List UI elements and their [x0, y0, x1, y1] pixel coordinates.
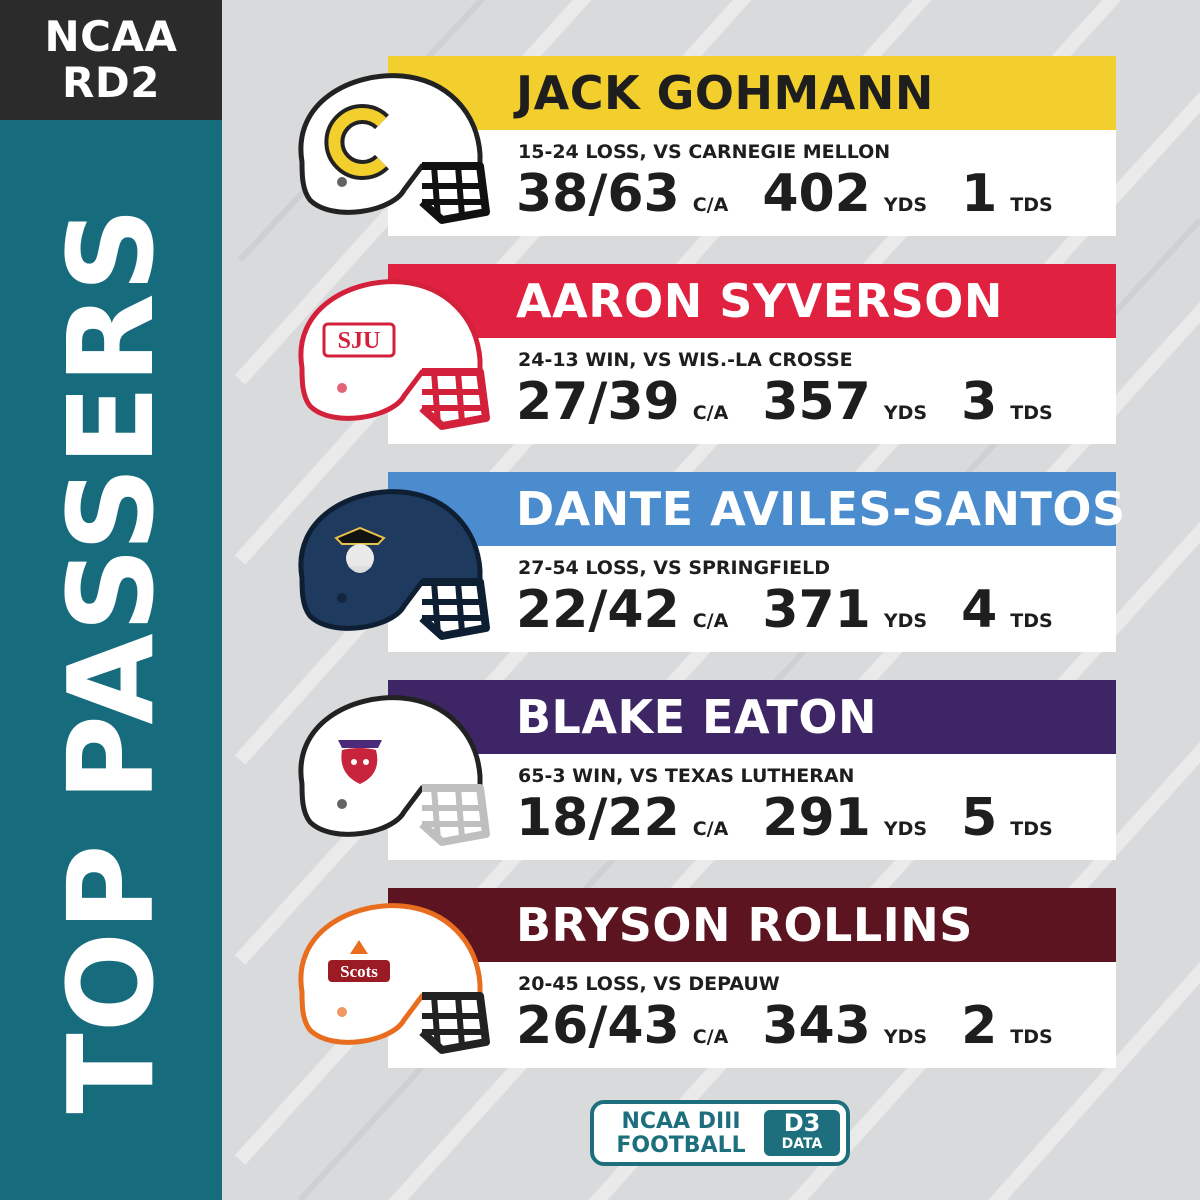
name-bar	[388, 888, 1116, 962]
stats-panel: 65-3 WIN, VS TEXAS LUTHERAN 18/22 C/A 291 YD…	[388, 754, 1116, 860]
stat-line: 26/43 C/A 343 YDS 2 TDS	[516, 996, 1053, 1064]
sidebar	[0, 0, 222, 1200]
logo-text: NCAA DIII FOOTBALL	[606, 1110, 756, 1158]
svg-text:Scots: Scots	[340, 962, 378, 981]
yds-unit: YDS	[883, 402, 928, 424]
yds-unit: YDS	[883, 818, 928, 840]
player-name: JACK GOHMANN	[516, 66, 934, 120]
name-bar	[388, 472, 1116, 546]
touchdowns: 4	[961, 580, 998, 640]
stats-panel: 24-13 WIN, VS WIS.-LA CROSSE 27/39 C/A 357 Y…	[388, 338, 1116, 444]
ncaa-diii-football-logo: NCAA DIII FOOTBALL D3 DATA	[590, 1100, 850, 1166]
ca-unit: C/A	[692, 610, 729, 632]
tds-unit: TDS	[1010, 402, 1053, 424]
player-card: JACK GOHMANN 15-24 LOSS, VS CARNEGIE MELL…	[388, 56, 1116, 236]
name-bar	[388, 680, 1116, 754]
player-name: BRYSON ROLLINS	[516, 898, 973, 952]
game-result: 24-13 WIN, VS WIS.-LA CROSSE	[518, 349, 853, 371]
completions-attempts: 27/39	[516, 372, 680, 432]
yds-unit: YDS	[883, 1026, 928, 1048]
passing-yards: 402	[762, 164, 871, 224]
logo-line1: NCAA DIII	[621, 1109, 741, 1134]
passing-yards: 357	[762, 372, 871, 432]
passing-yards: 343	[762, 996, 871, 1056]
name-bar	[388, 56, 1116, 130]
svg-text:SJU: SJU	[338, 328, 381, 354]
player-name: AARON SYVERSON	[516, 274, 1003, 328]
completions-attempts: 22/42	[516, 580, 680, 640]
completions-attempts: 26/43	[516, 996, 680, 1056]
pirate-helmet	[272, 478, 492, 648]
stat-line: 18/22 C/A 291 YDS 5 TDS	[516, 788, 1053, 856]
touchdowns: 1	[961, 164, 998, 224]
stats-panel: 15-24 LOSS, VS CARNEGIE MELLON 38/63 C/A 40…	[388, 130, 1116, 236]
round-label-line2: RD2	[62, 58, 160, 107]
touchdowns: 2	[961, 996, 998, 1056]
round-label: NCAA RD2	[0, 0, 222, 120]
ca-unit: C/A	[692, 194, 729, 216]
cougar-helmet	[272, 684, 492, 854]
player-card: DANTE AVILES-SANTOS 27-54 LOSS, VS SPRING…	[388, 472, 1125, 652]
stats-panel: 20-45 LOSS, VS DEPAUW 26/43 C/A 343 YDS 2 TDS	[388, 962, 1116, 1068]
touchdowns: 5	[961, 788, 998, 848]
ca-unit: C/A	[692, 402, 729, 424]
stat-line: 22/42 C/A 371 YDS 4 TDS	[516, 580, 1053, 648]
player-card: BRYSON ROLLINS 20-45 LOSS, VS DEPAUW 26/43…	[388, 888, 1116, 1068]
player-name: DANTE AVILES-SANTOS	[516, 482, 1126, 536]
player-name: BLAKE EATON	[516, 690, 877, 744]
badge-subtext: DATA	[781, 1136, 823, 1152]
touchdowns: 3	[961, 372, 998, 432]
player-card: BLAKE EATON 65-3 WIN, VS TEXAS LUTHERAN 18…	[388, 680, 1116, 860]
stat-line: 38/63 C/A 402 YDS 1 TDS	[516, 164, 1053, 232]
tds-unit: TDS	[1010, 610, 1053, 632]
scots-helmet: Scots	[272, 892, 492, 1062]
yds-unit: YDS	[883, 610, 928, 632]
passing-yards: 291	[762, 788, 871, 848]
ca-unit: C/A	[692, 1026, 729, 1048]
player-card: AARON SYVERSON 24-13 WIN, VS WIS.-LA CROS…	[388, 264, 1116, 444]
passing-yards: 371	[762, 580, 871, 640]
game-result: 27-54 LOSS, VS SPRINGFIELD	[518, 557, 831, 579]
stats-panel: 27-54 LOSS, VS SPRINGFIELD 22/42 C/A 371 YDS…	[388, 546, 1116, 652]
round-label-line1: NCAA	[44, 12, 178, 61]
chicago-maroon-c-helmet	[272, 62, 492, 232]
badge-text: D3	[783, 1109, 821, 1137]
page-title: TOP PASSERS	[42, 206, 180, 1114]
completions-attempts: 18/22	[516, 788, 680, 848]
yds-unit: YDS	[883, 194, 928, 216]
name-bar	[388, 264, 1116, 338]
d3-data-badge: D3 DATA	[764, 1110, 840, 1156]
sju-helmet: SJU	[272, 268, 492, 438]
logo-line2: FOOTBALL	[616, 1133, 746, 1158]
game-result: 15-24 LOSS, VS CARNEGIE MELLON	[518, 141, 891, 163]
tds-unit: TDS	[1010, 1026, 1053, 1048]
completions-attempts: 38/63	[516, 164, 680, 224]
stat-line: 27/39 C/A 357 YDS 3 TDS	[516, 372, 1053, 440]
game-result: 20-45 LOSS, VS DEPAUW	[518, 973, 780, 995]
tds-unit: TDS	[1010, 818, 1053, 840]
tds-unit: TDS	[1010, 194, 1053, 216]
game-result: 65-3 WIN, VS TEXAS LUTHERAN	[518, 765, 855, 787]
ca-unit: C/A	[692, 818, 729, 840]
